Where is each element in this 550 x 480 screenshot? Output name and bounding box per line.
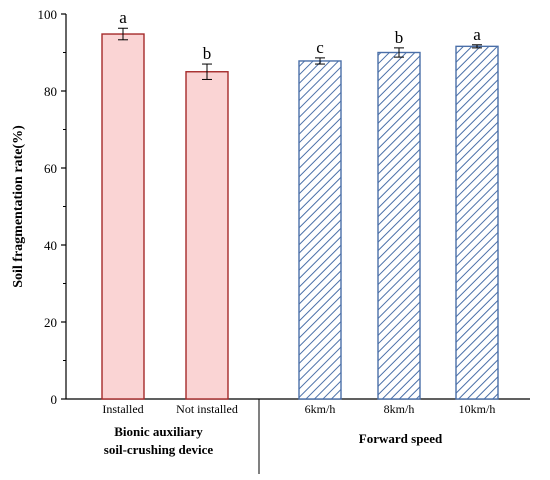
significance-letter: c xyxy=(316,38,324,57)
y-tick-label: 80 xyxy=(44,84,57,99)
significance-letter: a xyxy=(119,8,127,27)
group-label: soil-crushing device xyxy=(104,442,214,457)
plot-area: 0 20 40 60 80 100 Soil fragmentation rate(%) a I… xyxy=(11,7,530,474)
group-label: Forward speed xyxy=(359,431,443,446)
bar xyxy=(101,33,145,400)
significance-letter: b xyxy=(395,28,404,47)
x-tick-label: 8km/h xyxy=(384,402,415,416)
x-tick-label: 10km/h xyxy=(459,402,496,416)
bar xyxy=(185,71,229,400)
significance-letter: a xyxy=(473,25,481,44)
y-tick-label: 40 xyxy=(44,238,57,253)
y-tick-label: 20 xyxy=(44,315,57,330)
x-tick-label: 6km/h xyxy=(305,402,336,416)
y-tick-label: 0 xyxy=(51,392,58,407)
bar xyxy=(455,45,499,400)
y-tick-label: 100 xyxy=(38,7,58,22)
group-label: Bionic auxiliary xyxy=(114,424,203,439)
x-tick-label: Not installed xyxy=(176,402,238,416)
bar xyxy=(298,60,342,400)
y-tick-label: 60 xyxy=(44,161,57,176)
significance-letter: b xyxy=(203,44,212,63)
y-axis-label: Soil fragmentation rate(%) xyxy=(11,125,26,288)
x-tick-label: Installed xyxy=(102,402,143,416)
bar xyxy=(377,51,421,400)
